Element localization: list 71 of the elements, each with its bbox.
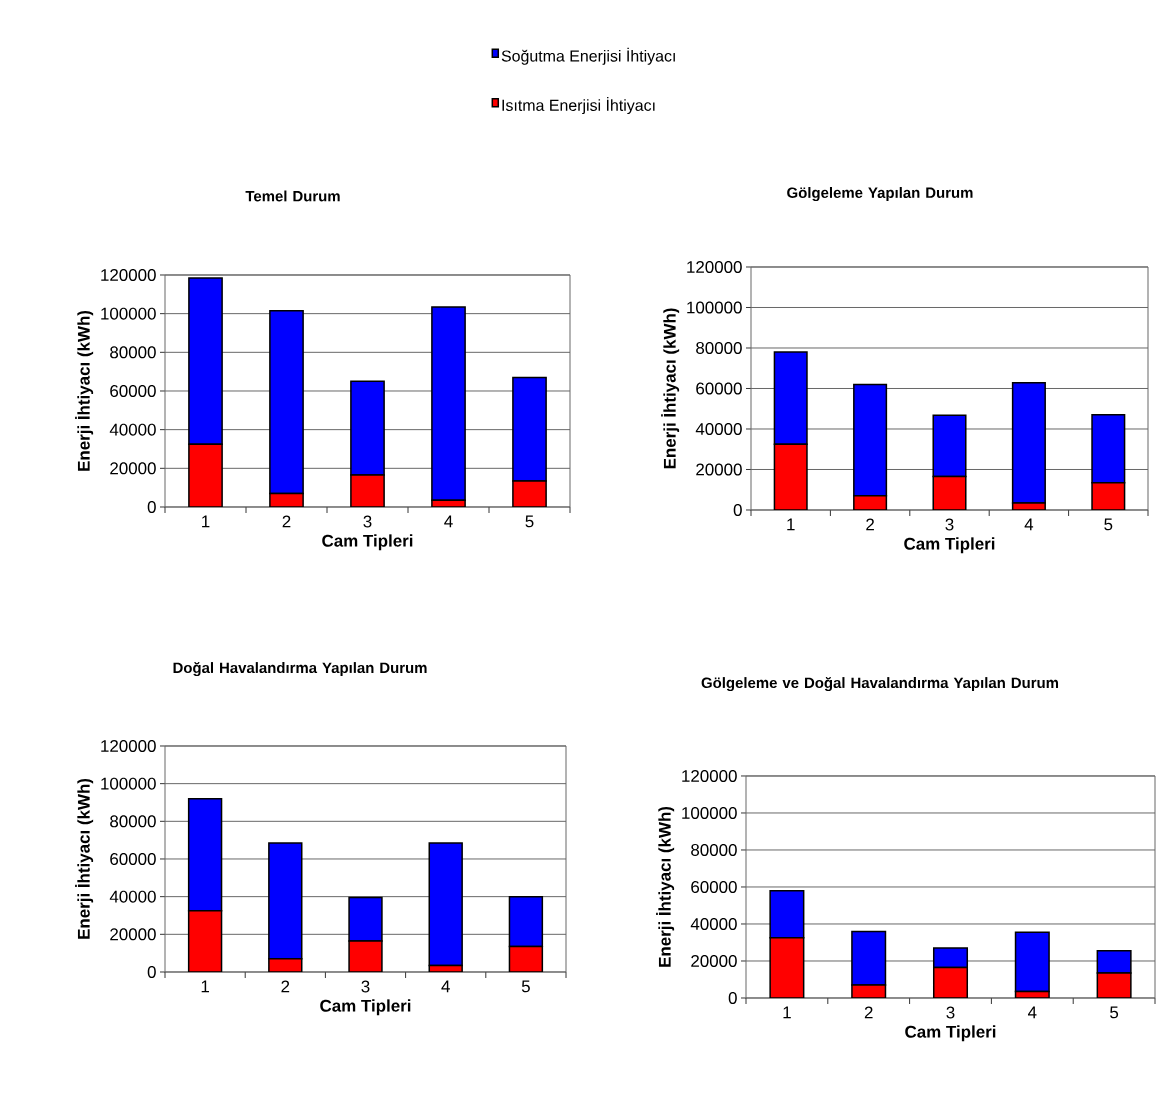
x-tick-label: 4 bbox=[1024, 518, 1034, 531]
y-tick-label: 20000 bbox=[110, 462, 156, 475]
y-tick-label: 40000 bbox=[109, 423, 156, 436]
bar bbox=[187, 910, 223, 972]
y-tick-label: 100000 bbox=[687, 301, 742, 314]
x-tick-label: 5 bbox=[1110, 1006, 1119, 1019]
bar bbox=[932, 966, 969, 998]
bar bbox=[769, 937, 805, 998]
x-tick-label: 5 bbox=[521, 980, 530, 993]
x-tick-label: 2 bbox=[282, 515, 291, 528]
x-tick-label: 1 bbox=[201, 980, 209, 993]
y-tick-label: 60000 bbox=[691, 880, 737, 893]
y-tick-label: 60000 bbox=[110, 384, 156, 397]
y-axis-title: Enerji İhtiyacı (kWh) bbox=[75, 778, 94, 939]
x-tick-label: 4 bbox=[1027, 1006, 1037, 1019]
x-tick-label: 5 bbox=[1104, 518, 1113, 531]
y-tick-label: 40000 bbox=[695, 422, 742, 435]
y-tick-label: 60000 bbox=[110, 852, 156, 865]
y-tick-label: 0 bbox=[147, 500, 156, 513]
chart-title: Doğal Havalandırma Yapılan Durum bbox=[173, 661, 427, 677]
chart-title: Temel Durum bbox=[245, 190, 340, 202]
bar bbox=[508, 945, 544, 972]
x-tick-label: 2 bbox=[281, 980, 290, 993]
y-tick-label: 80000 bbox=[110, 346, 156, 359]
bar bbox=[1091, 481, 1126, 510]
y-tick-label: 20000 bbox=[696, 463, 742, 476]
x-tick-label: 1 bbox=[783, 1006, 791, 1019]
legend-label: Isıtma Enerjisi İhtiyacı bbox=[502, 96, 655, 115]
x-tick-label: 4 bbox=[444, 515, 453, 528]
y-tick-label: 100000 bbox=[682, 806, 737, 819]
x-axis-title: Cam Tipleri bbox=[320, 999, 411, 1016]
bar bbox=[188, 443, 223, 507]
y-axis-title: Enerji İhtiyacı (kWh) bbox=[75, 310, 94, 471]
bar bbox=[932, 475, 967, 510]
y-tick-label: 0 bbox=[733, 503, 742, 516]
x-axis-title: Cam Tipleri bbox=[322, 534, 413, 551]
x-tick-label: 2 bbox=[864, 1006, 873, 1019]
x-tick-label: 1 bbox=[787, 518, 795, 531]
y-tick-label: 80000 bbox=[691, 843, 737, 856]
x-axis-title: Cam Tipleri bbox=[905, 1025, 996, 1042]
x-tick-label: 3 bbox=[946, 1006, 955, 1019]
x-tick-label: 2 bbox=[866, 518, 874, 531]
y-tick-label: 80000 bbox=[696, 341, 742, 354]
legend-label: Soğutma Enerjisi İhtiyacı bbox=[501, 47, 675, 65]
y-tick-label: 20000 bbox=[691, 954, 737, 967]
chart-title: Gölgeleme Yapılan Durum bbox=[787, 187, 973, 202]
y-axis-title: Enerji İhtiyacı (kWh) bbox=[656, 806, 675, 967]
y-tick-label: 40000 bbox=[109, 890, 156, 903]
y-tick-label: 120000 bbox=[101, 268, 156, 281]
y-tick-label: 120000 bbox=[101, 739, 156, 752]
y-tick-label: 100000 bbox=[101, 307, 156, 320]
y-tick-label: 120000 bbox=[687, 260, 742, 273]
y-tick-label: 120000 bbox=[682, 769, 737, 782]
y-tick-label: 0 bbox=[147, 965, 156, 978]
chart-title: Gölgeleme ve Doğal Havalandırma Yapılan Durum bbox=[701, 676, 1059, 692]
bar bbox=[773, 443, 808, 510]
x-tick-label: 3 bbox=[945, 518, 954, 531]
x-tick-label: 1 bbox=[202, 515, 210, 528]
y-tick-label: 80000 bbox=[110, 815, 156, 828]
y-axis-title: Enerji İhtiyacı (kWh) bbox=[661, 308, 680, 469]
x-axis-title: Cam Tipleri bbox=[904, 537, 995, 554]
x-tick-label: 4 bbox=[441, 980, 450, 993]
y-tick-label: 60000 bbox=[696, 382, 742, 395]
y-tick-label: 0 bbox=[728, 991, 737, 1004]
x-tick-label: 3 bbox=[361, 980, 370, 993]
y-tick-label: 20000 bbox=[110, 928, 156, 941]
x-tick-label: 3 bbox=[363, 515, 372, 528]
bar bbox=[932, 947, 969, 969]
y-tick-label: 40000 bbox=[690, 917, 737, 930]
y-tick-label: 100000 bbox=[101, 777, 156, 790]
x-tick-label: 5 bbox=[525, 515, 534, 528]
